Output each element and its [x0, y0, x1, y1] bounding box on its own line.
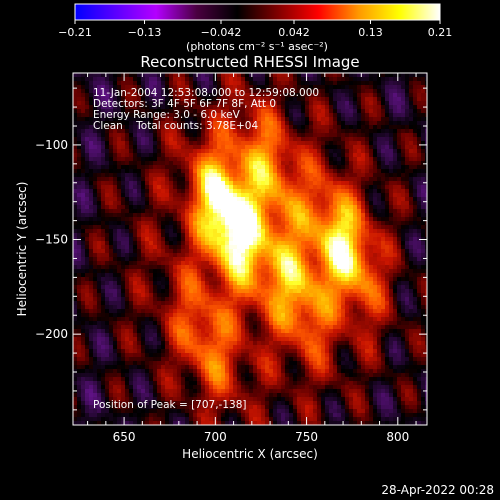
annotation-energy: Energy Range: 3.0 - 6.0 keV: [93, 109, 241, 121]
x-tick-label: 800: [386, 430, 409, 444]
colorbar-ticks: −0.21 −0.13 −0.042 0.042 0.13 0.21: [58, 20, 452, 39]
colorbar-tick-label: 0.21: [428, 26, 453, 39]
y-tick-label: −200: [35, 327, 68, 341]
heatmap-cells: [73, 73, 427, 425]
y-tick-label: −150: [35, 233, 68, 247]
timestamp: 28-Apr-2022 00:28: [381, 483, 494, 497]
colorbar-tick-label: 0.042: [278, 26, 310, 39]
colorbar-tick-label: −0.13: [128, 26, 162, 39]
x-axis-label: Heliocentric X (arcsec): [182, 447, 318, 461]
x-tick-label: 700: [204, 430, 227, 444]
colorbar-label: (photons cm⁻² s⁻¹ asec⁻²): [186, 40, 328, 53]
chart-title: Reconstructed RHESSI Image: [140, 53, 359, 71]
colorbar: [74, 3, 441, 21]
colorbar-tick-label: −0.042: [201, 26, 242, 39]
annotation-clean: Clean Total counts: 3.78E+04: [93, 120, 258, 132]
y-axis-label: Heliocentric Y (arcsec): [15, 182, 29, 317]
x-tick-label: 650: [113, 430, 136, 444]
colorbar-tick-label: −0.21: [58, 26, 92, 39]
y-tick-label: −100: [35, 138, 68, 152]
colorbar-tick-label: 0.13: [358, 26, 383, 39]
x-tick-label: 750: [295, 430, 318, 444]
plot-frame: [72, 72, 428, 426]
peak-position-label: Position of Peak = [707,-138]: [93, 399, 247, 411]
annotation-detectors: Detectors: 3F 4F 5F 6F 7F 8F, Att 0: [93, 98, 276, 110]
annotation-time: 11-Jan-2004 12:53:08.000 to 12:59:08.000: [93, 87, 319, 99]
x-axis-ticks: 650 700 750 800: [87, 73, 417, 444]
y-axis-ticks: −100 −150 −200: [35, 87, 427, 411]
image-annotations: 11-Jan-2004 12:53:08.000 to 12:59:08.000…: [93, 87, 319, 411]
